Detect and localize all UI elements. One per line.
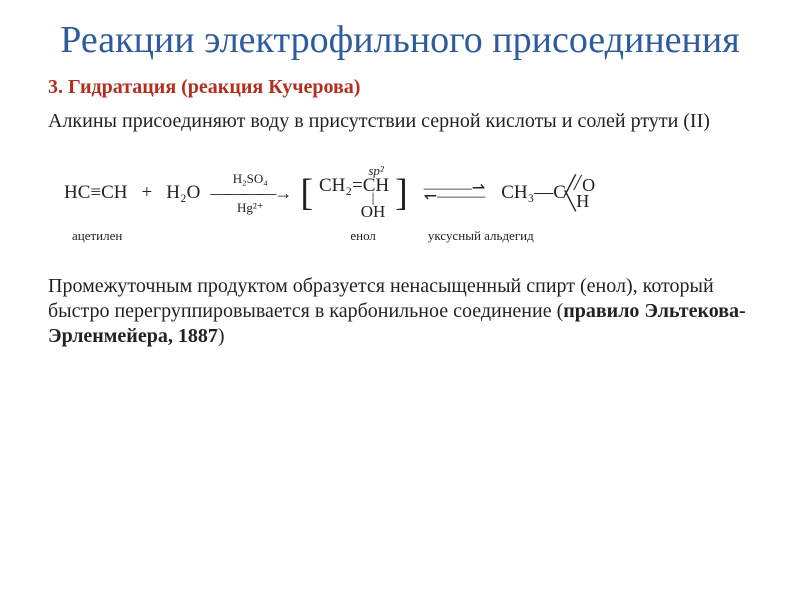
plus-sign: + — [142, 182, 153, 204]
reaction-equation: HC≡CH + H₂O H₂SO₄ ————→ Hg²⁺ [ sp² CH₂=C… — [48, 154, 752, 252]
bracket-open: [ — [300, 180, 313, 207]
label-acetylene: ацетилен — [72, 228, 122, 244]
aldehyde-ch3: CH₃ — [501, 182, 534, 204]
slide-title: Реакции электрофильного присоединения — [48, 20, 752, 62]
conclusion-text: Промежуточным продуктом образуется ненас… — [48, 274, 752, 349]
intermediate-enol: sp² CH₂=CH | OH — [319, 164, 389, 222]
enol-ch: CH — [363, 175, 389, 196]
label-aldehyde: уксусный альдегид — [428, 228, 534, 244]
reaction-arrow: H₂SO₄ ————→ Hg²⁺ — [210, 172, 290, 214]
aldehyde-h: H — [576, 191, 589, 211]
conclusion-part2: ) — [218, 325, 225, 347]
intro-text: Алкины присоединяют воду в присутствии с… — [48, 109, 752, 134]
equilibrium-arrows: ———⇀ ↽——— — [424, 185, 485, 201]
bracket-close: ] — [395, 180, 408, 207]
enol-oh: OH — [361, 203, 386, 222]
label-enol: енол — [350, 228, 376, 244]
reagent-water: H₂O — [166, 182, 200, 204]
reagent-acetylene: HC≡CH — [64, 182, 128, 204]
product-aldehyde: CH₃ — C ╱╱ O ╲ H — [501, 177, 595, 209]
enol-ch2: CH₂ — [319, 175, 352, 196]
section-subtitle: 3. Гидратация (реакция Кучерова) — [48, 76, 752, 99]
catalyst-mercury: Hg²⁺ — [237, 201, 264, 214]
